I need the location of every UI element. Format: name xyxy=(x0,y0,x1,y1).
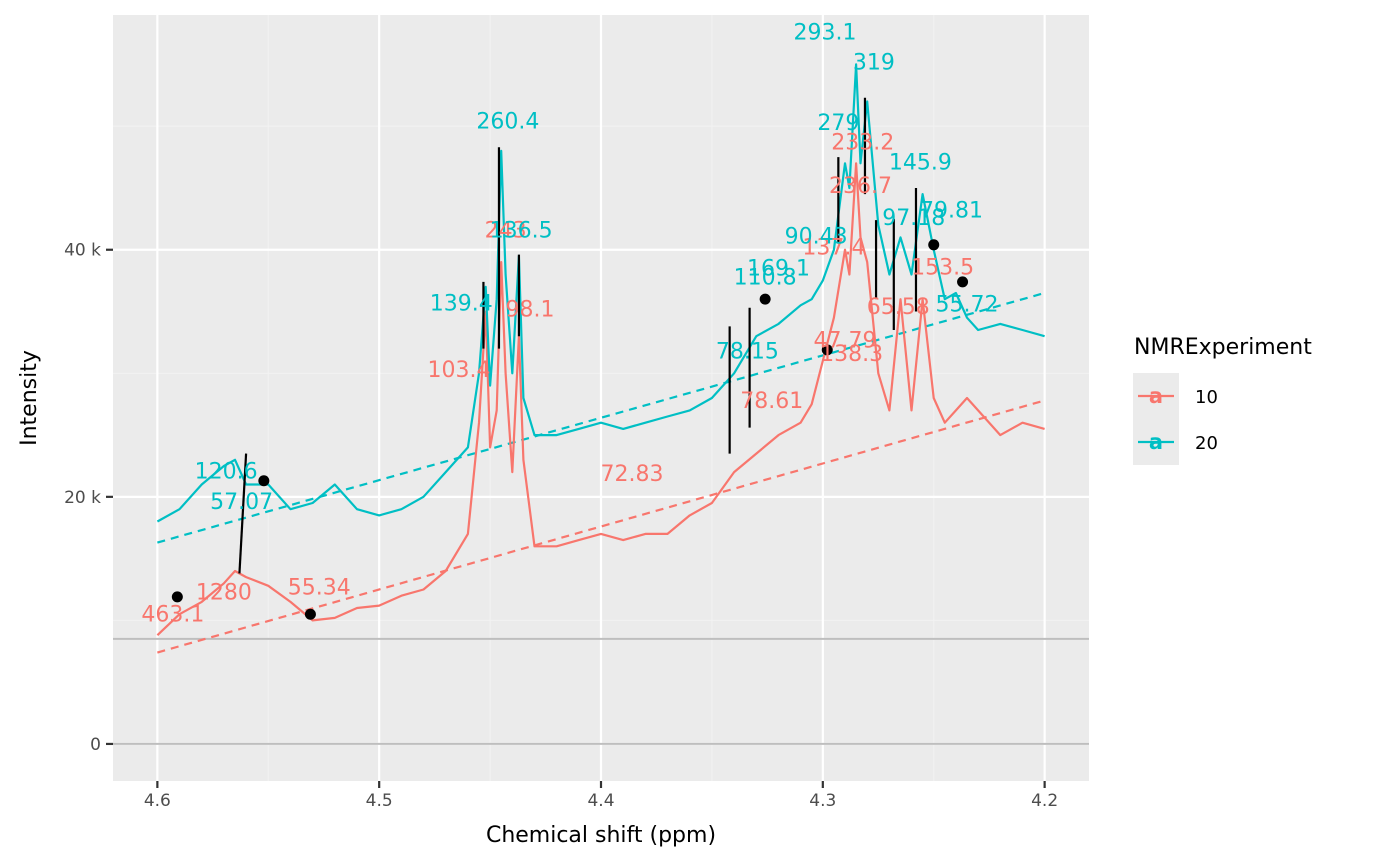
spectrum-line-20 xyxy=(156,63,1045,523)
peak-label-10: 1280 xyxy=(196,580,252,605)
peak-label-20: 169.1 xyxy=(747,257,810,282)
x-tick-label: 4.3 xyxy=(809,791,836,811)
peak-marker xyxy=(258,475,270,487)
peak-label-20: 97.18 xyxy=(882,206,945,231)
peak-label-20: 78.15 xyxy=(716,339,779,364)
peak-marker xyxy=(759,293,771,305)
major-gridlines xyxy=(113,15,1089,781)
peak-label-20: 79.81 xyxy=(920,199,983,224)
peak-label-20: 260.4 xyxy=(476,110,539,135)
peak-label-20: 145.9 xyxy=(889,150,952,175)
x-axis-title: Chemical shift (ppm) xyxy=(486,823,716,848)
y-tick-label: 0 xyxy=(90,735,101,755)
peak-label-10: 98.1 xyxy=(506,297,555,322)
peak-label-10: 78.61 xyxy=(740,389,803,414)
peak-connectors xyxy=(238,97,918,574)
legend-key-glyph-10: a xyxy=(1149,384,1163,408)
peak-marker xyxy=(957,276,969,288)
y-tick-label: 20 k xyxy=(64,488,101,508)
peak-label-20: 57.07 xyxy=(210,490,273,515)
spectrum-line-10 xyxy=(156,162,1045,636)
y-tick-label: 40 k xyxy=(64,241,101,261)
peak-label-10: 138.3 xyxy=(820,342,883,367)
peak-label-10: 55.34 xyxy=(288,575,351,600)
legend: NMRExperiment a 10 a 20 xyxy=(1133,335,1312,465)
peak-label-10: 236.7 xyxy=(829,174,892,199)
peak-marker xyxy=(171,591,183,603)
peak-connector xyxy=(238,453,248,574)
peak-label-20: 110.8 xyxy=(734,265,797,290)
peak-label-20: 136.5 xyxy=(490,218,553,243)
peak-label-20: 279 xyxy=(817,111,859,136)
peak-label-10: 72.83 xyxy=(601,462,664,487)
spectra-lines xyxy=(156,63,1045,636)
peak-label-20: 319 xyxy=(853,50,895,75)
legend-title: NMRExperiment xyxy=(1134,335,1312,360)
x-tick-label: 4.5 xyxy=(366,791,393,811)
x-tick-label: 4.6 xyxy=(144,791,171,811)
peak-label-10: 463.1 xyxy=(141,603,204,628)
legend-label-10: 10 xyxy=(1195,387,1218,408)
axes: 4.6 4.5 4.4 4.3 4.2 0 20 k 40 k xyxy=(64,241,1058,811)
x-tick-label: 4.4 xyxy=(587,791,614,811)
peak-label-20: 293.1 xyxy=(794,21,857,46)
legend-key-glyph-20: a xyxy=(1149,430,1163,454)
peak-label-10: 137.4 xyxy=(802,236,865,261)
peak-label-20: 55.72 xyxy=(936,293,999,318)
peak-label-10: 103.4 xyxy=(428,358,491,383)
peak-marker xyxy=(928,239,940,251)
reference-lines xyxy=(113,637,1089,745)
peak-label-20: 90.43 xyxy=(785,225,848,250)
peak-label-20: 120.6 xyxy=(195,459,258,484)
peak-label-20: 139.4 xyxy=(430,291,493,316)
peak-label-10: 233.2 xyxy=(831,131,894,156)
x-tick-label: 4.2 xyxy=(1031,791,1058,811)
y-axis-title: Intensity xyxy=(17,350,42,446)
peak-marker xyxy=(304,608,316,620)
peak-marker xyxy=(821,344,833,356)
peak-label-10: 47.79 xyxy=(814,328,877,353)
peak-label-10: 65.58 xyxy=(867,295,930,320)
legend-label-20: 20 xyxy=(1195,433,1218,454)
peak-label-10: 153.5 xyxy=(911,255,974,280)
peak-label-10: 243 xyxy=(485,218,527,243)
peak-markers xyxy=(171,239,969,620)
